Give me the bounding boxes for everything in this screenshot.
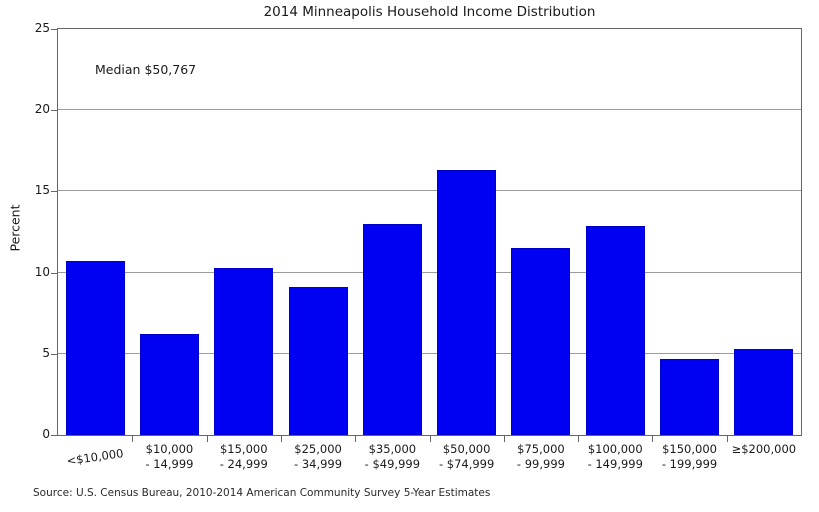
x-tick-label-line: $35,000 xyxy=(368,442,417,456)
x-tick-label-line: - 24,999 xyxy=(219,456,268,471)
y-axis-label: Percent xyxy=(7,204,23,252)
y-tick-label: 10 xyxy=(34,264,50,279)
bar xyxy=(362,223,422,435)
gridline xyxy=(58,352,801,354)
x-tick-label-line: ≥$200,000 xyxy=(731,442,797,456)
x-tick-label-line: - 199,999 xyxy=(661,456,718,471)
gridline xyxy=(58,271,801,273)
x-tick-label: $50,000- $74,999 xyxy=(421,442,513,471)
median-annotation: Median $50,767 xyxy=(95,62,197,77)
x-tick-label-line: - 149,999 xyxy=(587,456,643,471)
x-tick-mark xyxy=(355,436,357,442)
x-tick-mark xyxy=(652,436,654,442)
x-tick-mark xyxy=(726,436,728,442)
bar xyxy=(734,348,794,435)
source-note: Source: U.S. Census Bureau, 2010-2014 Am… xyxy=(33,487,491,499)
bar xyxy=(214,267,274,435)
bar xyxy=(65,261,125,435)
x-tick-mark xyxy=(132,436,134,442)
x-tick-mark xyxy=(578,436,580,442)
y-tick-label: 0 xyxy=(42,427,50,441)
y-tick-label: 20 xyxy=(34,102,50,117)
x-tick-label: $35,000- $49,999 xyxy=(346,442,438,471)
y-tick-label: 15 xyxy=(34,183,50,198)
y-tick-label: 25 xyxy=(34,21,50,35)
x-tick-label-line: - $49,999 xyxy=(364,456,421,471)
plot-area xyxy=(57,28,802,436)
y-tick-label: 5 xyxy=(42,345,50,360)
x-tick-label-line: $25,000 xyxy=(294,442,342,456)
x-tick-label-line: - 99,999 xyxy=(516,456,565,471)
x-tick-label: $150,000- 199,999 xyxy=(644,442,736,471)
x-tick-mark xyxy=(206,436,208,442)
x-tick-label: $75,000- 99,999 xyxy=(495,442,587,471)
x-tick-label-line: $150,000 xyxy=(662,442,717,456)
x-tick-mark xyxy=(280,436,282,442)
bar xyxy=(139,334,199,435)
y-tick-mark xyxy=(51,272,57,274)
bar xyxy=(511,248,571,435)
x-tick-mark xyxy=(503,436,505,442)
x-tick-label-line: $50,000 xyxy=(442,442,491,456)
x-tick-label-line: $15,000 xyxy=(219,442,268,456)
y-tick-mark xyxy=(51,435,57,436)
bar xyxy=(585,225,645,435)
x-tick-label-line: - 34,999 xyxy=(294,456,343,471)
bar xyxy=(288,287,348,435)
x-tick-label-line: $10,000 xyxy=(145,442,194,456)
chart-title: 2014 Minneapolis Household Income Distri… xyxy=(263,4,596,20)
x-tick-label-line: $75,000 xyxy=(517,442,565,456)
x-tick-label-line: - $74,999 xyxy=(438,456,495,471)
bar xyxy=(437,170,497,435)
y-tick-mark xyxy=(51,29,57,30)
bar xyxy=(660,358,720,435)
y-tick-mark xyxy=(51,353,57,355)
x-tick-label: ≥$200,000 xyxy=(718,442,810,457)
y-tick-mark xyxy=(51,191,57,193)
x-tick-label-line: - 14,999 xyxy=(145,456,194,471)
gridline xyxy=(58,109,801,111)
x-tick-mark xyxy=(429,436,431,442)
x-tick-label: $10,000- 14,999 xyxy=(123,442,215,471)
y-tick-mark xyxy=(51,110,57,112)
x-tick-label-line: $100,000 xyxy=(587,442,643,456)
gridline xyxy=(58,190,801,192)
x-tick-label: $15,000- 24,999 xyxy=(198,442,290,471)
x-tick-label: $100,000- 149,999 xyxy=(569,442,661,471)
x-tick-label: $25,000- 34,999 xyxy=(272,442,364,471)
